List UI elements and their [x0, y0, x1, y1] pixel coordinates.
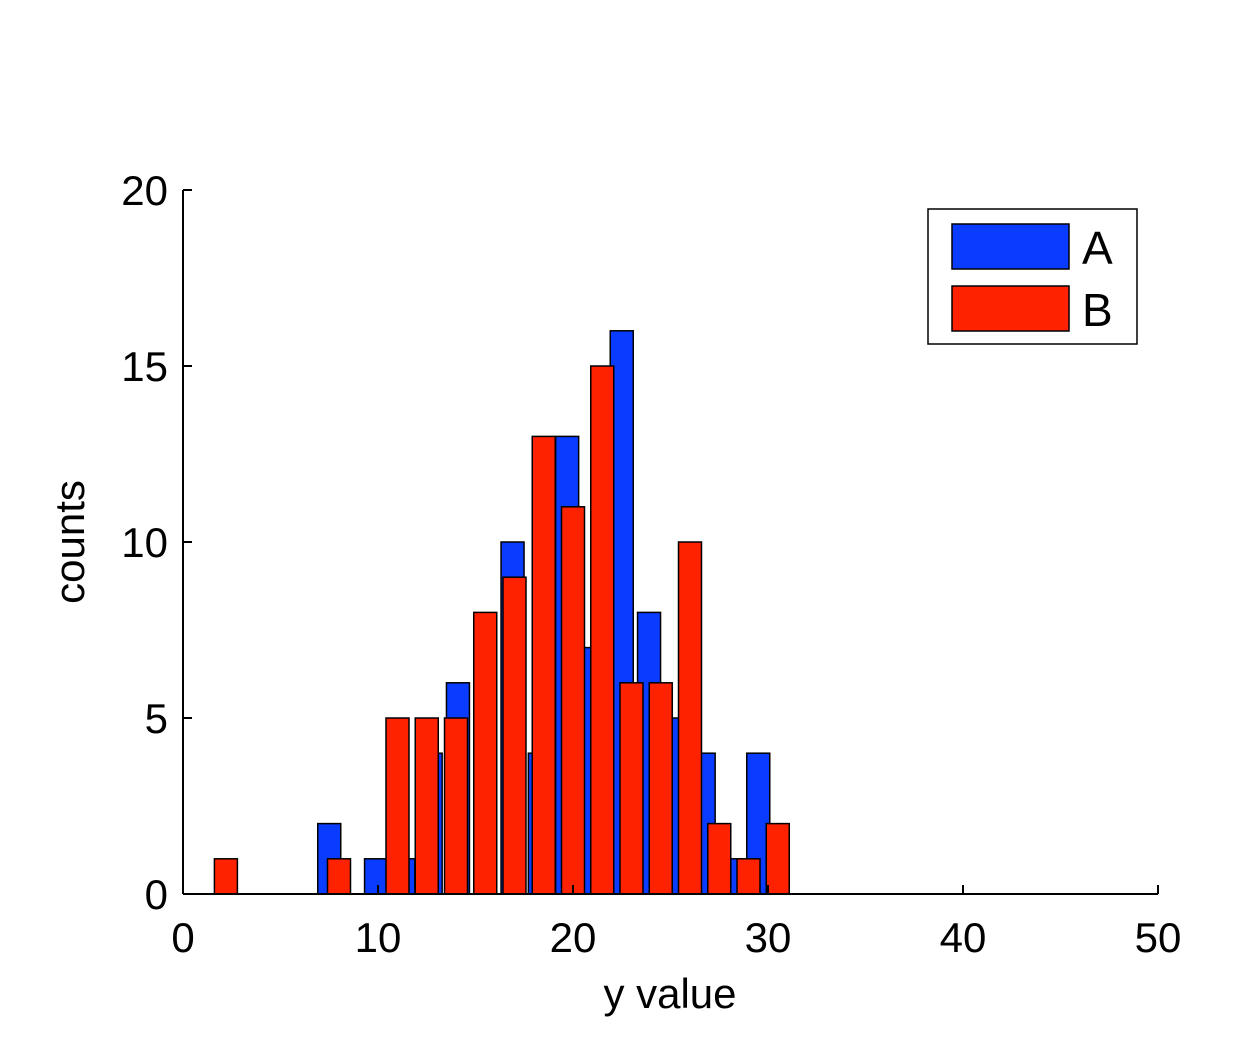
y-tick-label: 0 — [145, 871, 168, 918]
x-tick-label: 10 — [355, 914, 402, 961]
y-tick-label: 15 — [121, 343, 168, 390]
legend-label-a: A — [1082, 222, 1113, 274]
x-axis-label: y value — [603, 970, 736, 1017]
bar-b — [590, 365, 615, 895]
bar-b — [736, 858, 761, 895]
legend-swatch-b — [951, 285, 1070, 332]
y-tick-label: 10 — [121, 519, 168, 566]
bar-b — [707, 822, 732, 895]
legend-label-b: B — [1082, 284, 1113, 336]
bar-b — [473, 611, 498, 895]
bar-b — [619, 682, 644, 895]
bar-b — [326, 858, 352, 895]
x-tick-label: 20 — [550, 914, 597, 961]
x-ticks: 0 10 20 30 40 50 — [171, 885, 1181, 961]
bar-b — [213, 858, 239, 895]
bar-b — [648, 682, 673, 895]
bar-a — [363, 858, 389, 895]
y-tick-label: 20 — [121, 167, 168, 214]
bar-b — [443, 717, 469, 895]
legend: A B — [927, 208, 1138, 345]
y-axis-label: counts — [46, 480, 93, 604]
x-tick-label: 30 — [745, 914, 792, 961]
bar-b — [385, 717, 410, 895]
x-tick-label: 40 — [940, 914, 987, 961]
x-tick-label: 0 — [171, 914, 194, 961]
bar-b — [414, 717, 439, 895]
bar-b — [560, 506, 586, 895]
y-tick-label: 5 — [145, 695, 168, 742]
bar-b — [677, 541, 703, 895]
bar-b — [531, 435, 556, 895]
bar-b — [502, 576, 527, 895]
x-tick-label: 50 — [1135, 914, 1182, 961]
legend-swatch-a — [951, 223, 1070, 270]
y-ticks: 0 5 10 15 20 — [121, 167, 192, 918]
series-b-bars — [213, 365, 790, 895]
bar-b — [765, 822, 790, 895]
